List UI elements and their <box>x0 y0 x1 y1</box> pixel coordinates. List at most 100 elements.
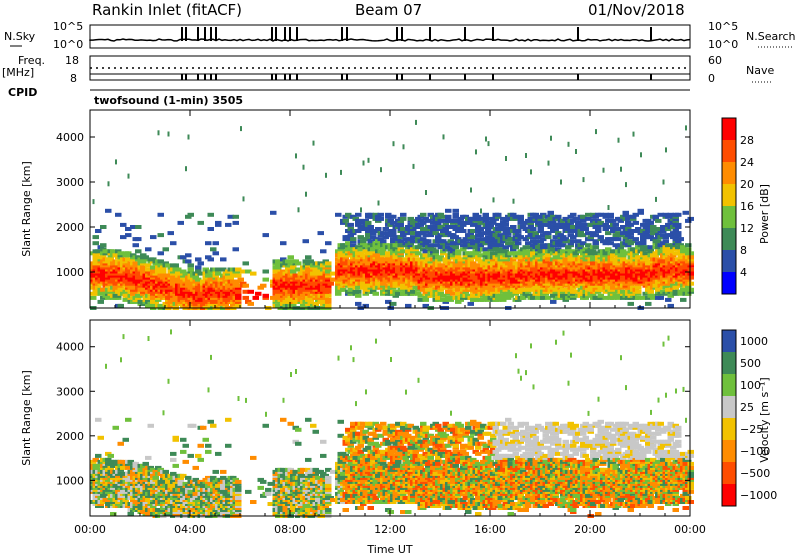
echo-cell <box>347 287 354 292</box>
noise-panel: N.Sky 10^5 10^0 10^5 10^0 N.Search <box>4 20 796 51</box>
echo-cell <box>652 214 659 219</box>
echo-cell <box>367 229 374 233</box>
echo-cell <box>685 247 692 252</box>
echo-cell <box>302 239 309 244</box>
echo-cell <box>235 287 242 292</box>
echo-cell <box>560 243 567 248</box>
echo-cell <box>687 287 694 292</box>
echo-cell <box>440 293 447 298</box>
echo-cell <box>632 212 639 217</box>
echo-cell <box>185 259 192 264</box>
echo-cell <box>517 214 524 219</box>
echo-cell <box>645 295 652 300</box>
echo-cell <box>672 229 679 233</box>
echo-cell <box>397 287 404 292</box>
echo-cell <box>475 149 477 155</box>
echo-cell <box>237 277 244 282</box>
echo-cell <box>592 233 599 238</box>
echo-cell <box>605 231 612 236</box>
echo-cell <box>412 247 419 252</box>
echo-cell <box>187 263 194 268</box>
echo-cell <box>302 164 305 170</box>
echo-cell <box>400 249 407 254</box>
echo-cell <box>412 285 419 290</box>
echo-cell <box>97 281 104 286</box>
echo-cell <box>175 271 182 276</box>
echo-cell <box>465 293 472 298</box>
echo-cell <box>630 239 637 244</box>
echo-cell <box>535 235 542 240</box>
echo-cell <box>482 231 489 236</box>
echo-cell <box>602 167 605 173</box>
echo-cell <box>375 239 382 244</box>
echo-cell <box>420 212 427 217</box>
echo-cell <box>347 222 354 227</box>
echo-cell <box>112 285 119 290</box>
echo-cell <box>527 216 534 221</box>
echo-cell <box>157 259 164 264</box>
echo-cell <box>585 212 592 217</box>
echo-cell <box>637 208 644 213</box>
echo-cell <box>355 293 362 298</box>
echo-cell <box>602 225 609 229</box>
echo-cell <box>562 216 569 221</box>
echo-cell <box>475 239 482 244</box>
echo-cell <box>595 129 597 135</box>
freq-tick-high: 18 <box>65 54 79 67</box>
echo-cell <box>597 285 604 290</box>
echo-cell <box>95 285 102 290</box>
echo-cell <box>117 251 124 256</box>
echo-cell <box>290 303 297 308</box>
echo-cell <box>115 295 122 300</box>
echo-cell <box>185 166 187 172</box>
echo-cell <box>505 216 512 221</box>
echo-cell <box>160 269 167 274</box>
echo-cell <box>110 249 117 254</box>
echo-cell <box>580 233 587 238</box>
echo-cell <box>355 229 362 233</box>
echo-cell <box>657 212 664 217</box>
echo-cell <box>432 231 439 236</box>
echo-cell <box>680 297 687 302</box>
echo-cell <box>502 287 509 292</box>
echo-cell <box>537 253 544 258</box>
echo-cell <box>512 216 519 221</box>
echo-cell <box>125 251 132 256</box>
echo-cell <box>370 257 377 262</box>
echo-cell <box>547 210 554 215</box>
echo-cell <box>635 289 642 294</box>
echo-cell <box>615 237 622 242</box>
echo-cell <box>642 251 649 256</box>
echo-cell <box>607 212 614 217</box>
echo-cell <box>545 253 552 258</box>
echo-cell <box>485 136 487 142</box>
echo-cell <box>350 214 357 219</box>
cpid-panel: twofsound (1-min) 3505 <box>90 89 690 107</box>
echo-cell <box>467 231 474 236</box>
echo-cell <box>510 247 517 252</box>
echo-cell <box>100 287 107 292</box>
echo-cell <box>365 231 372 236</box>
echo-cell <box>560 179 562 185</box>
echo-cell <box>170 271 177 276</box>
echo-cell <box>627 301 634 306</box>
echo-cell <box>655 287 662 292</box>
echo-cell <box>157 303 164 308</box>
echo-cell <box>552 257 559 262</box>
echo-cell <box>507 241 514 246</box>
echo-cell <box>590 285 597 290</box>
echo-cell <box>325 265 332 270</box>
echo-cell <box>220 257 227 262</box>
echo-cell <box>480 208 482 214</box>
echo-cell <box>232 247 239 252</box>
echo-cell <box>492 197 495 203</box>
echo-cell <box>540 243 547 248</box>
echo-cell <box>445 245 452 250</box>
echo-cell <box>400 212 407 217</box>
echo-cell <box>625 182 627 188</box>
echo-cell <box>647 245 654 250</box>
echo-cell <box>655 239 662 244</box>
echo-cell <box>297 207 300 213</box>
echo-cell <box>207 273 214 278</box>
echo-cell <box>100 295 107 300</box>
